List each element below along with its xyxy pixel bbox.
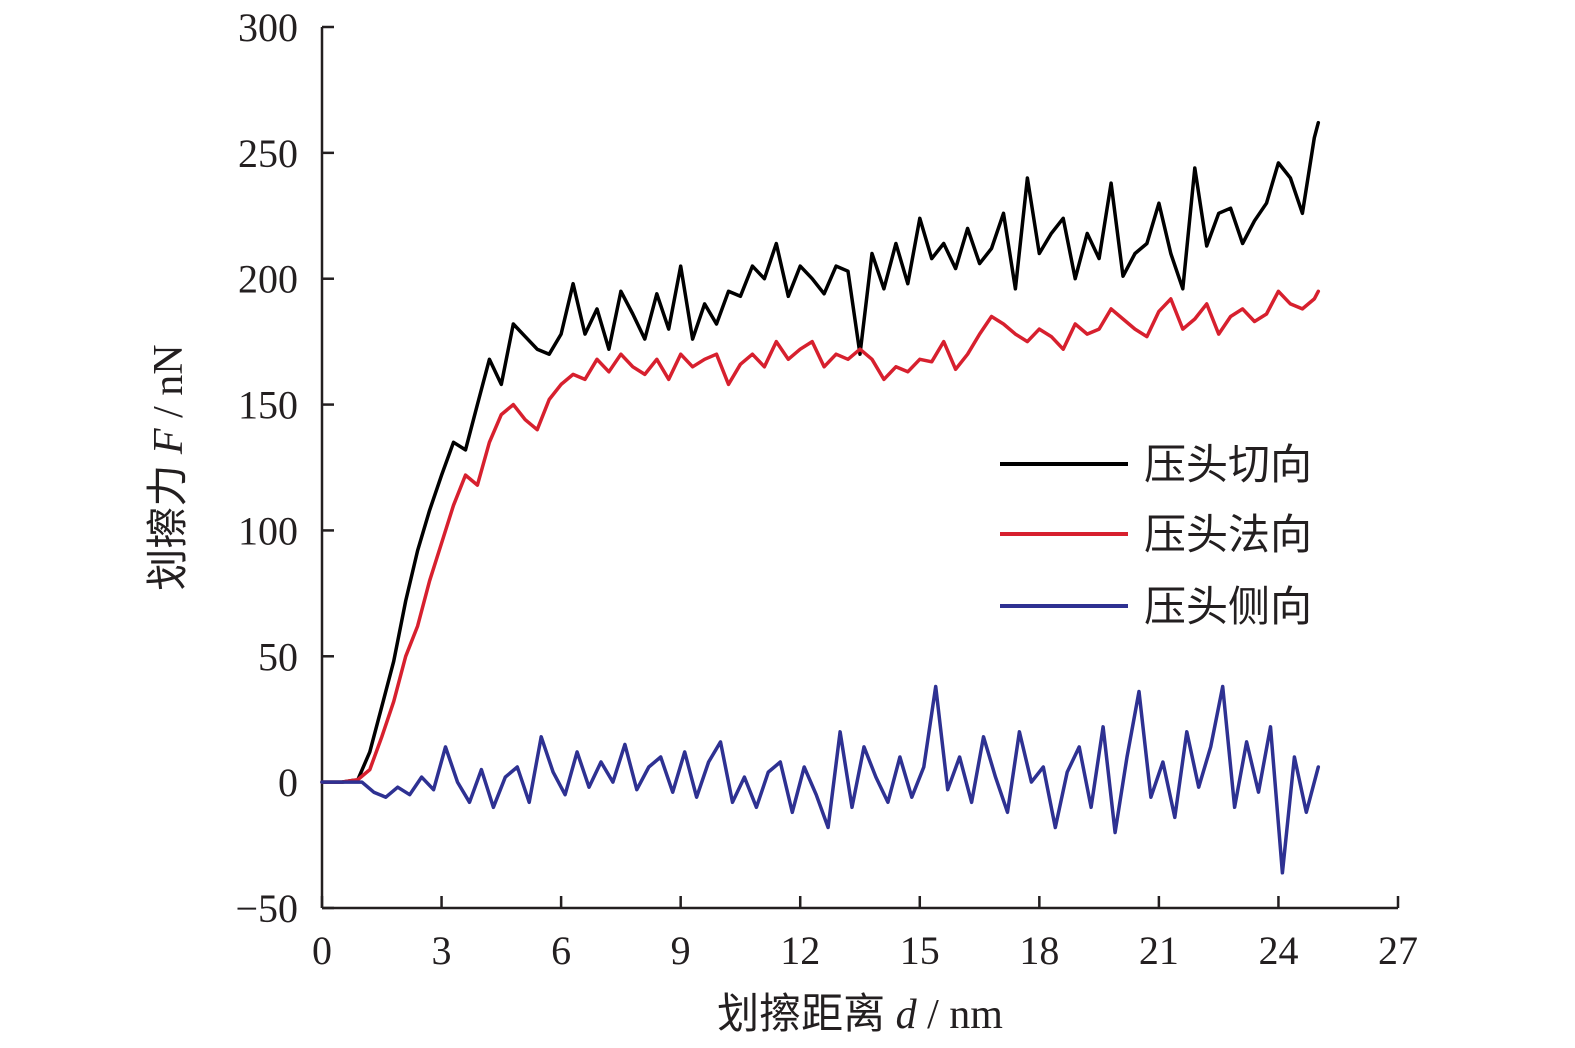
y-tick-label: −50 [235,886,298,931]
legend-label-3: 压头侧向 [1144,585,1312,631]
x-tick-label: 3 [432,928,452,973]
x-tick-label: 21 [1139,928,1179,973]
x-axis-title-var: d [896,992,918,1038]
y-tick-label: 0 [278,760,298,805]
x-tick-label: 15 [900,928,940,973]
legend-label-1: 压头切向 [1144,443,1312,489]
x-axis-title: 划擦距离 d / nm [717,991,1003,1038]
x-tick-label: 0 [312,928,332,973]
x-tick-label: 27 [1378,928,1418,973]
x-axis-title-unit: / nm [917,992,1004,1038]
y-tick-label: 50 [258,634,298,679]
y-axis-title: 划擦力 F / nN [146,344,192,590]
y-tick-label: 100 [238,508,298,553]
x-tick-label: 9 [671,928,691,973]
y-axis-title-unit: / nN [146,344,192,428]
x-tick-label: 18 [1019,928,1059,973]
x-tick-label: 24 [1258,928,1298,973]
legend-label-2: 压头法向 [1144,513,1312,559]
y-tick-label: 150 [238,383,298,428]
y-tick-label: 250 [238,131,298,176]
y-axis-title-var: F [146,428,192,455]
y-axis-title-prefix: 划擦力 [146,454,192,591]
y-tick-label: 200 [238,257,298,302]
x-tick-label: 6 [551,928,571,973]
series-layer [320,120,1321,875]
y-tick-label: 300 [238,5,298,50]
x-tick-label: 12 [780,928,820,973]
axes: −50 0 50 100 150 200 250 300 0 3 6 9 12 15 18 21 24 27 [235,5,1418,973]
series-line-2 [320,289,1321,784]
x-axis-title-prefix: 划擦距离 [717,991,896,1038]
series-line-1 [320,120,1321,784]
series-line-3 [320,684,1321,875]
